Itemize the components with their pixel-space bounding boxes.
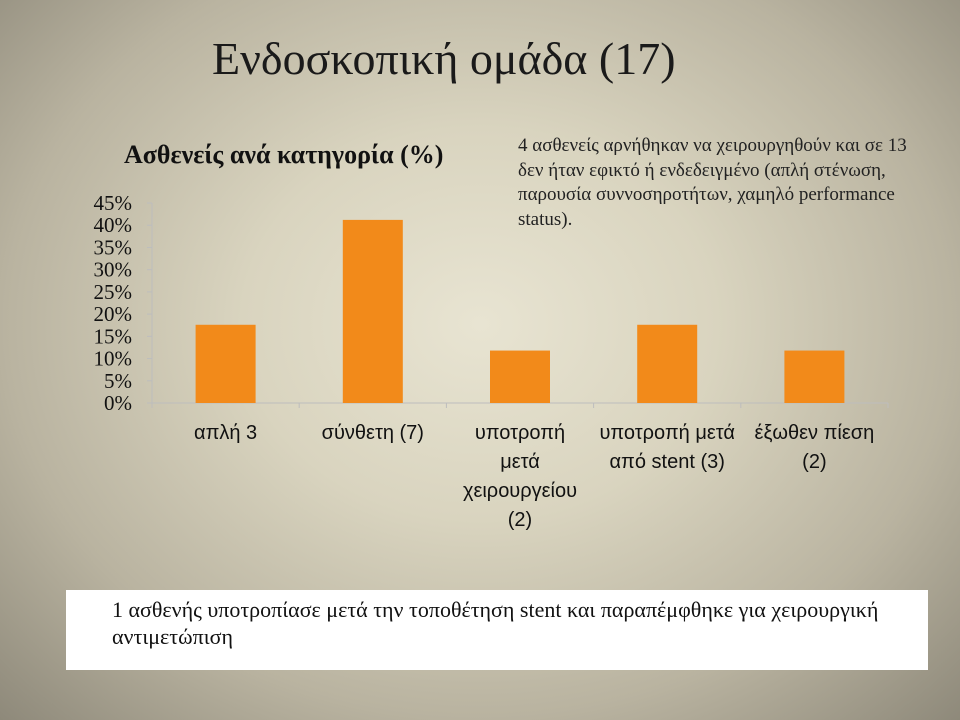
y-tick-label: 5% bbox=[104, 369, 132, 393]
y-tick-label: 35% bbox=[94, 235, 133, 259]
x-tick-label: έξωθεν πίεση bbox=[755, 422, 875, 444]
x-tick-label: σύνθετη (7) bbox=[322, 422, 424, 444]
y-tick-label: 10% bbox=[94, 347, 133, 371]
y-tick-label: 40% bbox=[94, 213, 133, 237]
y-tick-label: 20% bbox=[94, 302, 133, 326]
x-tick-label: χειρουργείου bbox=[463, 480, 577, 502]
x-tick-label: απλή 3 bbox=[194, 422, 257, 444]
y-tick-label: 30% bbox=[94, 258, 133, 282]
x-tick-label: (2) bbox=[802, 451, 826, 473]
x-tick-label: υποτροπή μετά bbox=[599, 422, 735, 444]
footer-text: 1 ασθενής υποτροπίασε μετά την τοποθέτησ… bbox=[112, 597, 879, 649]
slide-title: Ενδοσκοπική ομάδα (17) bbox=[212, 33, 676, 84]
bar-chart: 0%5%10%15%20%25%30%35%40%45% απλή 3 σύνθετ… bbox=[94, 191, 889, 531]
footer-box: 1 ασθενής υποτροπίασε μετά την τοποθέτησ… bbox=[66, 590, 928, 670]
y-tick-label: 25% bbox=[94, 280, 133, 304]
x-tick-label: από stent (3) bbox=[609, 451, 724, 473]
bar bbox=[784, 350, 845, 403]
y-tick-label: 15% bbox=[94, 324, 133, 348]
chart-title: Ασθενείς ανά κατηγορία (%) bbox=[124, 140, 444, 169]
x-tick-label: μετά bbox=[500, 451, 540, 473]
bar bbox=[490, 350, 550, 403]
y-tick-label: 45% bbox=[94, 191, 133, 215]
note-text: 4 ασθενείς αρνήθηκαν να χειρουργηθούν κα… bbox=[518, 135, 907, 230]
x-tick-label: υποτροπή bbox=[475, 422, 565, 444]
x-tick-label: (2) bbox=[508, 509, 532, 531]
bar bbox=[342, 219, 403, 403]
y-tick-label: 0% bbox=[104, 391, 132, 415]
bar bbox=[195, 324, 256, 403]
bar bbox=[637, 324, 698, 403]
